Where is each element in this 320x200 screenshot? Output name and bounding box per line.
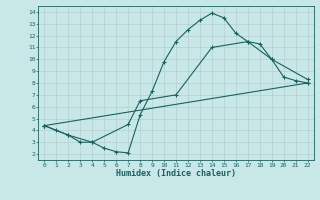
X-axis label: Humidex (Indice chaleur): Humidex (Indice chaleur) (116, 169, 236, 178)
